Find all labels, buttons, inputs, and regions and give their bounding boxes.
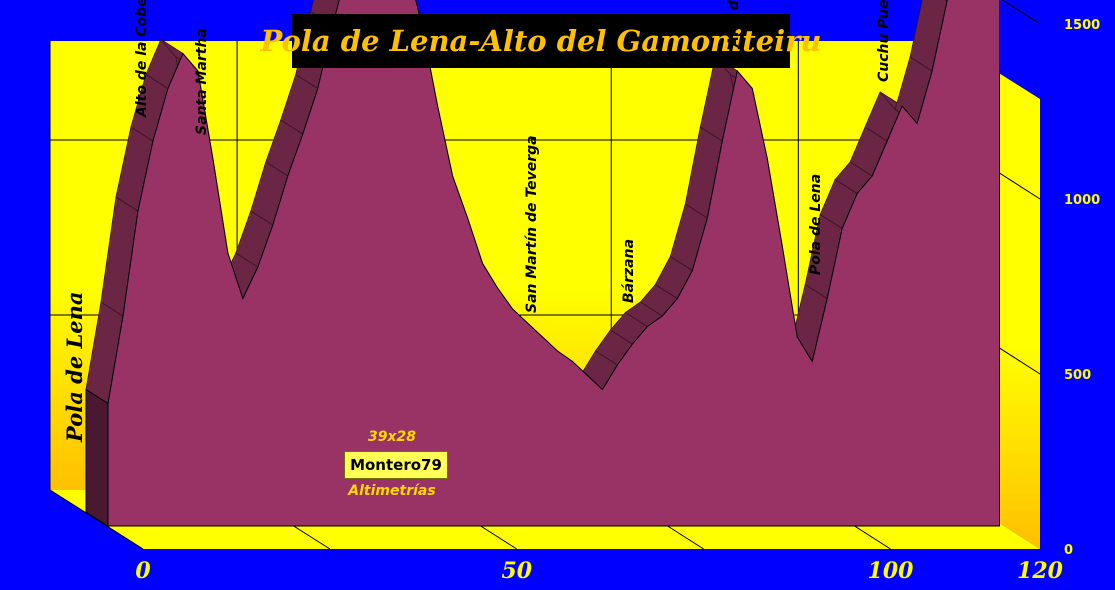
x-tick-label: 100 bbox=[868, 558, 915, 584]
peak-label: Cuchu Puercu bbox=[875, 0, 892, 82]
watermark-size: 39x28 bbox=[368, 429, 416, 445]
y-tick-label: 1500 bbox=[1064, 18, 1100, 33]
profile-end-cap bbox=[85, 388, 109, 527]
peak-label: Santa Martha bbox=[193, 27, 210, 135]
x-tick-label: 0 bbox=[135, 558, 151, 584]
peak-label: Alto de la Cobertoria bbox=[133, 0, 150, 117]
x-tick-label: 50 bbox=[501, 558, 532, 584]
elevation-profile bbox=[85, 0, 1001, 527]
y-tick-label: 0 bbox=[1064, 543, 1073, 558]
y-tick-label: 500 bbox=[1064, 368, 1091, 383]
peak-label: Pola de Lena bbox=[808, 173, 825, 275]
chart-title-box: Pola de Lena-Alto del Gamoniteiru bbox=[261, 14, 821, 68]
y-tick-label: 1000 bbox=[1064, 193, 1100, 208]
watermark-author: Montero79 bbox=[344, 451, 448, 479]
peak-label: Alto de la Cobertoria bbox=[726, 0, 742, 47]
profile-front-face bbox=[107, 0, 1001, 527]
watermark-caption: Altimetrías bbox=[348, 483, 436, 499]
peak-label: San Martín de Teverga bbox=[523, 135, 540, 313]
axis-labels: 05001000150020002500050100120 bbox=[135, 18, 1100, 584]
peak-label: Bárzana bbox=[620, 238, 637, 303]
chart-title: Pola de Lena-Alto del Gamoniteiru bbox=[260, 24, 822, 58]
start-label: Pola de Lena bbox=[62, 291, 87, 443]
floor-gridline bbox=[49, 489, 144, 550]
side-gridline bbox=[1001, 0, 1041, 25]
x-tick-label: 120 bbox=[1017, 558, 1064, 584]
